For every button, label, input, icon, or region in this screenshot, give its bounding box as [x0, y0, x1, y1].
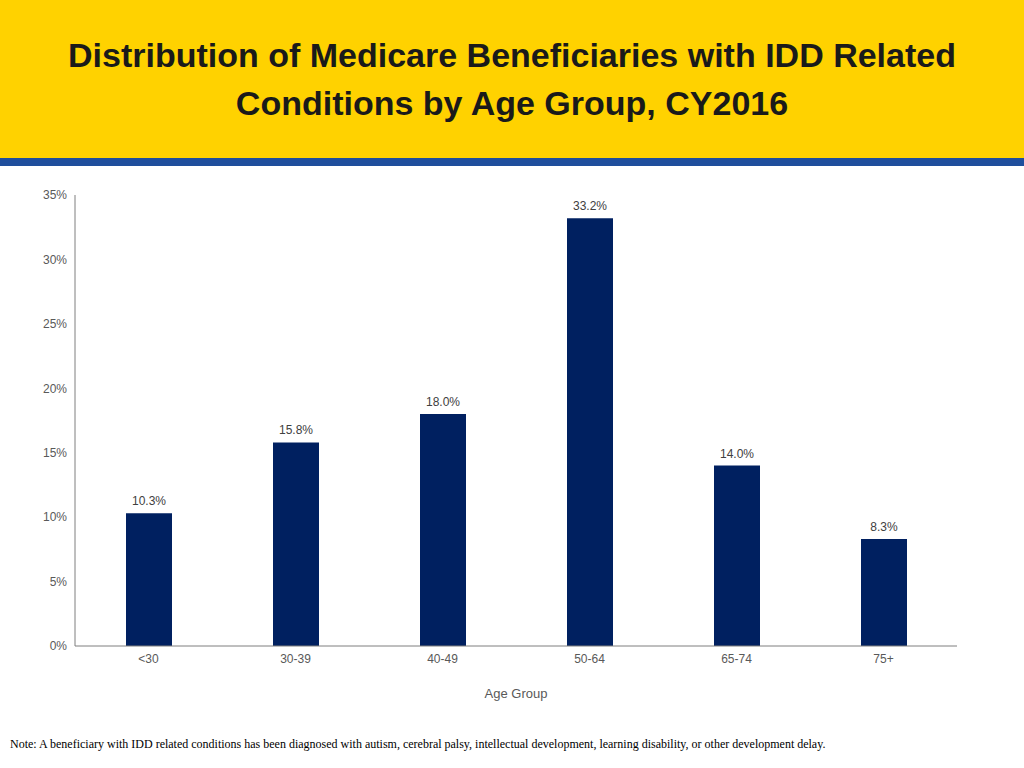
- svg-text:50-64: 50-64: [574, 652, 605, 666]
- svg-text:15%: 15%: [43, 446, 67, 460]
- svg-text:10.3%: 10.3%: [132, 494, 166, 508]
- svg-text:65-74: 65-74: [721, 652, 752, 666]
- svg-text:40-49: 40-49: [427, 652, 458, 666]
- svg-text:0%: 0%: [50, 639, 68, 653]
- svg-text:18.0%: 18.0%: [426, 395, 460, 409]
- svg-text:8.3%: 8.3%: [870, 520, 898, 534]
- html-text:Distribution of Medicare Benef: Distribution of Medicare Beneficiaries w…: [68, 36, 956, 122]
- html-text:Note: A beneficiary with IDD r: Note: A beneficiary with IDD related con…: [10, 737, 826, 751]
- svg-text:75+: 75+: [873, 652, 893, 666]
- svg-text:33.2%: 33.2%: [573, 199, 607, 213]
- svg-text:35%: 35%: [43, 188, 67, 202]
- svg-text:30-39: 30-39: [280, 652, 311, 666]
- svg-text:14.0%: 14.0%: [720, 447, 754, 461]
- svg-text:30%: 30%: [43, 253, 67, 267]
- svg-text:15.8%: 15.8%: [279, 423, 313, 437]
- svg-text:10%: 10%: [43, 510, 67, 524]
- svg-text:25%: 25%: [43, 317, 67, 331]
- svg-text:5%: 5%: [50, 575, 68, 589]
- svg-text:Age Group: Age Group: [485, 686, 548, 701]
- svg-text:<30: <30: [138, 652, 159, 666]
- svg-text:20%: 20%: [43, 382, 67, 396]
